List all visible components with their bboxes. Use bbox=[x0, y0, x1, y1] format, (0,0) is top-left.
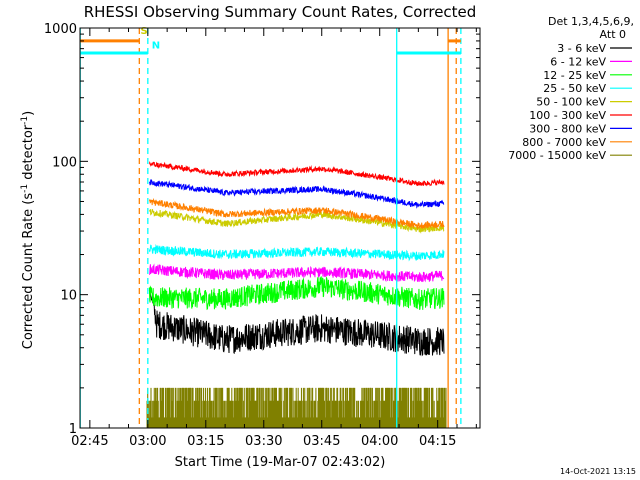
x-tick-label: 03:45 bbox=[303, 434, 340, 449]
annotation-s: S bbox=[140, 26, 147, 37]
y-tick-label: 1 bbox=[69, 422, 77, 437]
legend-header-line-2: Att 0 bbox=[600, 28, 626, 41]
y-tick-label: 10 bbox=[60, 289, 77, 304]
chart-title: RHESSI Observing Summary Count Rates, Co… bbox=[84, 3, 477, 21]
series-line-3-6-kev bbox=[148, 289, 445, 357]
series-line-6-12-kev bbox=[148, 263, 445, 283]
series-line-50-100-kev bbox=[148, 208, 445, 234]
legend-entry-label: 300 - 800 keV bbox=[529, 122, 606, 135]
y-tick-labels: 1 10 100 1000 bbox=[44, 22, 77, 437]
x-tick-label: 04:00 bbox=[361, 434, 398, 449]
series-line-12-25-kev bbox=[148, 276, 445, 311]
legend-entry-label: 3 - 6 keV bbox=[557, 42, 606, 55]
legend-entry-label: 800 - 7000 keV bbox=[522, 136, 606, 149]
annotation-n: N bbox=[152, 41, 160, 52]
legend-header-line-1: Det 1,3,4,5,6,9, bbox=[548, 15, 634, 28]
legend-entry-label: 50 - 100 keV bbox=[536, 96, 606, 109]
y-tick-label: 100 bbox=[52, 155, 77, 170]
series-line-25-50-kev bbox=[148, 243, 445, 262]
legend-entry-label: 100 - 300 keV bbox=[529, 109, 606, 122]
generation-timestamp: 14-Oct-2021 13:15 bbox=[560, 467, 636, 476]
series-line-100-300-kev bbox=[148, 161, 445, 187]
x-tick-label: 04:15 bbox=[419, 434, 456, 449]
legend-entry-label: 7000 - 15000 keV bbox=[508, 149, 606, 162]
x-tick-label: 03:15 bbox=[187, 434, 224, 449]
x-axis-label: Start Time (19-Mar-07 02:43:02) bbox=[175, 455, 386, 470]
series-line-800-7000-kev bbox=[148, 197, 445, 230]
y-tick-label: 1000 bbox=[44, 22, 77, 37]
legend-entry-label: 12 - 25 keV bbox=[543, 69, 606, 82]
y-axis-label: Corrected Count Rate (s-1 detector-1) bbox=[20, 111, 36, 349]
axes bbox=[79, 27, 481, 429]
x-tick-labels: 02:45 03:00 03:15 03:30 03:45 04:00 04:15 bbox=[71, 434, 456, 449]
series-line-300-800-kev bbox=[148, 179, 445, 209]
legend-entry-label: 25 - 50 keV bbox=[543, 82, 606, 95]
x-tick-label: 02:45 bbox=[71, 434, 108, 449]
x-tick-label: 03:00 bbox=[129, 434, 166, 449]
plot-region: SN bbox=[79, 26, 462, 428]
x-tick-label: 03:30 bbox=[245, 434, 282, 449]
legend-entry-label: 6 - 12 keV bbox=[550, 55, 606, 68]
plot-frame bbox=[79, 27, 481, 429]
series-7000-15000-kev bbox=[146, 387, 447, 428]
